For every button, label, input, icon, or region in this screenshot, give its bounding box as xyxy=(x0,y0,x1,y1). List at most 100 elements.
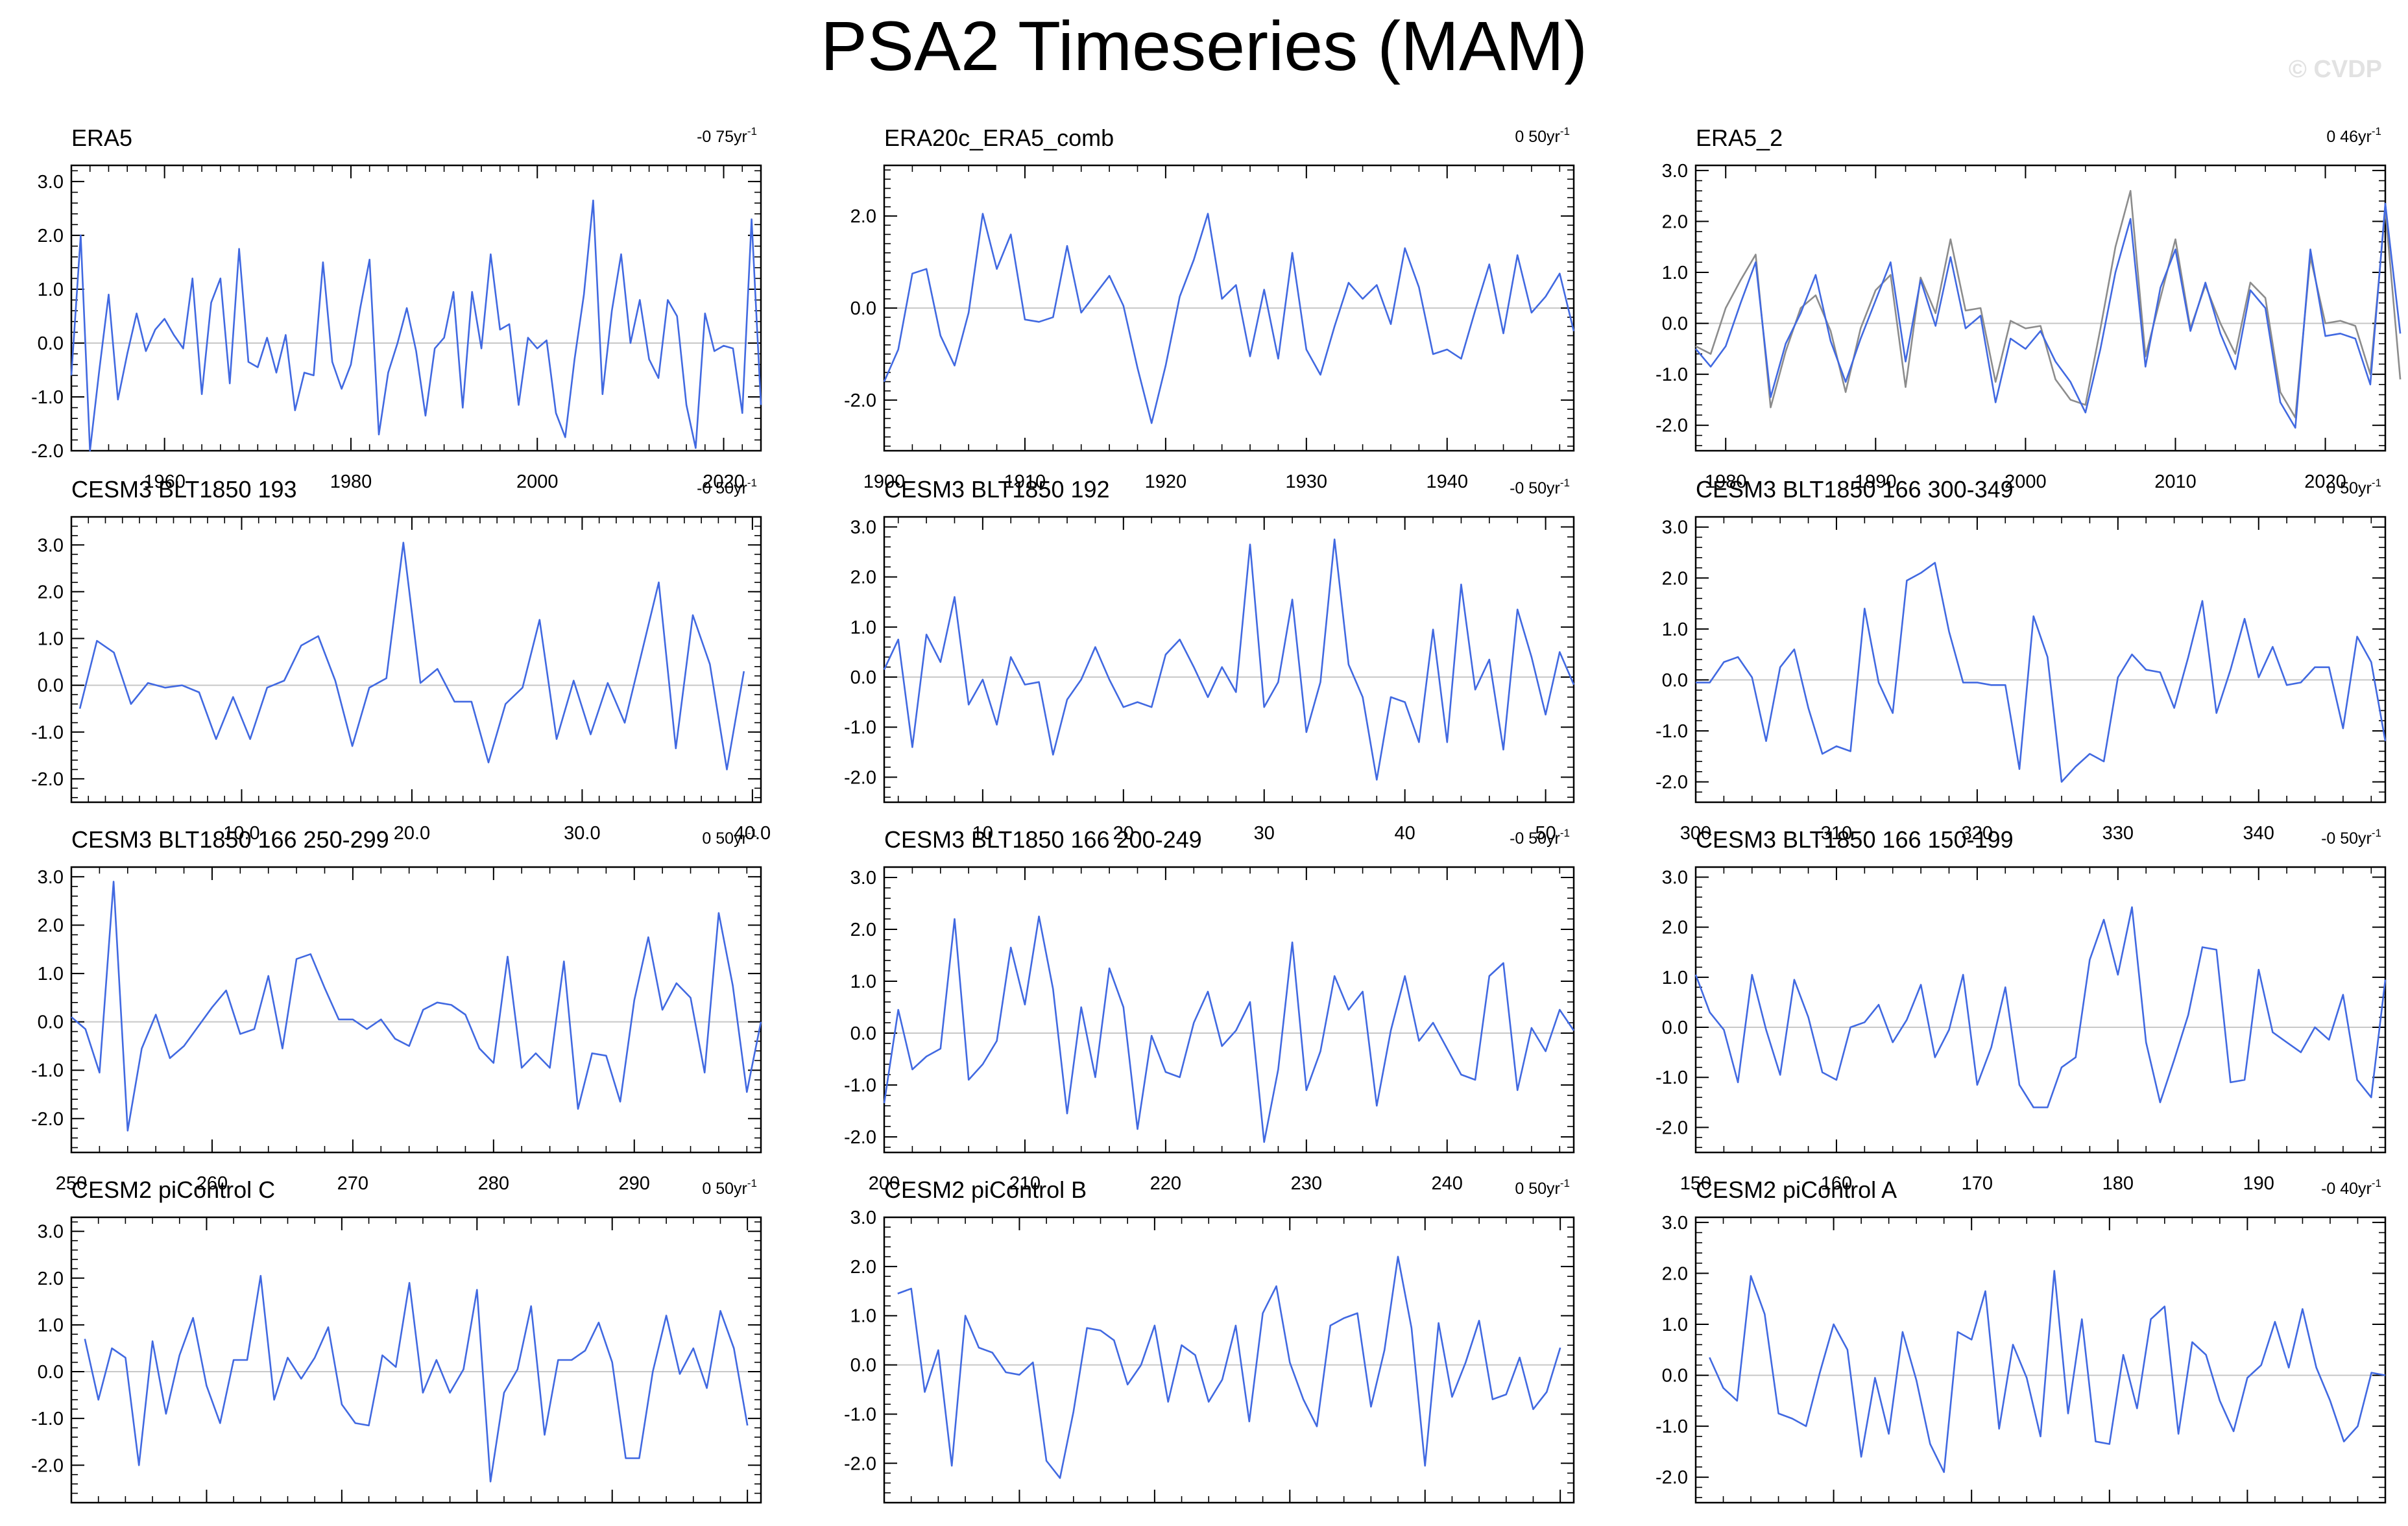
x-tick-label: 30 xyxy=(1254,823,1275,844)
chart-panel-10: 910 920 930 940 950 -2.0 -1.0 0.0 1.0 2.0 3.0 CESM2… xyxy=(844,1176,1576,1526)
y-tick-label: 3.0 xyxy=(1662,518,1688,538)
y-tick-label: -1.0 xyxy=(31,1060,64,1081)
y-tick-label: -1.0 xyxy=(1655,364,1688,385)
plot-frame xyxy=(1694,866,2387,1154)
series-line-0 xyxy=(883,538,1575,781)
plot-frame xyxy=(70,164,762,452)
y-tick-label: -2.0 xyxy=(1655,772,1688,793)
y-tick-label: 1.0 xyxy=(850,617,876,638)
y-tick-label: 2.0 xyxy=(38,582,64,602)
y-tick-label: -1.0 xyxy=(1655,1067,1688,1088)
plot-frame xyxy=(70,516,762,804)
chart-panel-5: 300 310 320 330 340 -2.0 -1.0 0.0 1.0 2.0 3.0 CESM3… xyxy=(1655,476,2387,844)
trend-label: -0 50yr-1 xyxy=(1510,827,1570,848)
trend-exponent: -1 xyxy=(2372,125,2381,137)
y-tick-label: 2.0 xyxy=(850,567,876,588)
y-tick-label: -2.0 xyxy=(844,390,876,411)
x-tick-label: 1980 xyxy=(1705,471,1747,492)
y-tick-label: -2.0 xyxy=(1655,416,1688,436)
x-tick-label: 250 xyxy=(56,1173,87,1194)
trend-value: 0 50yr xyxy=(1515,128,1559,146)
series-line-0 xyxy=(1694,906,2387,1108)
x-tick-label: 160 xyxy=(1821,1173,1852,1194)
trend-exponent: -1 xyxy=(1560,477,1570,489)
x-tick-label: 40.0 xyxy=(734,823,771,844)
chart-panel-11: 810 820 830 840 850 -2.0 -1.0 0.0 1.0 2.0 3.0 CESM2… xyxy=(1655,1176,2401,1526)
x-tick-label: 1030 xyxy=(456,1523,498,1526)
y-tick-label: -1.0 xyxy=(1655,1416,1688,1437)
x-tick-label: 930 xyxy=(1274,1523,1305,1526)
y-tick-label: 2.0 xyxy=(850,920,876,940)
y-tick-label: 1.0 xyxy=(1662,968,1688,988)
x-tick-label: 1960 xyxy=(143,471,186,492)
x-tick-label: 320 xyxy=(1962,823,1993,844)
x-tick-label: 2020 xyxy=(703,471,745,492)
trend-exponent: -1 xyxy=(2372,1177,2381,1189)
y-tick-label: 1.0 xyxy=(38,1315,64,1336)
y-tick-label: -2.0 xyxy=(844,1453,876,1474)
x-tick-label: 20.0 xyxy=(394,823,430,844)
x-tick-label: 1980 xyxy=(330,471,372,492)
x-tick-label: 200 xyxy=(869,1173,900,1194)
panel-title: ERA5_2 xyxy=(1696,125,1783,151)
y-tick-label: 1.0 xyxy=(1662,263,1688,283)
y-tick-label: -2.0 xyxy=(31,441,64,462)
x-tick-label: 260 xyxy=(197,1173,228,1194)
panel-title: CESM2 piControl C xyxy=(71,1176,275,1203)
y-tick-label: 0.0 xyxy=(38,1012,64,1033)
trend-exponent: -1 xyxy=(1560,1177,1570,1189)
panel-title: ERA20c_ERA5_comb xyxy=(884,125,1114,151)
y-tick-label: 2.0 xyxy=(850,206,876,227)
y-tick-label: 0.0 xyxy=(38,1362,64,1383)
chart-panel-6: 250 260 270 280 290 -2.0 -1.0 0.0 1.0 2.0 3.0 CESM3… xyxy=(31,826,762,1194)
panel-title: CESM3 BLT1850 166 200-249 xyxy=(884,826,1202,853)
y-tick-label: 2.0 xyxy=(38,226,64,246)
series-line-0 xyxy=(78,542,745,770)
panel-title: ERA5 xyxy=(71,125,132,151)
panel-title: CESM3 BLT1850 166 300-349 xyxy=(1696,476,2014,503)
x-tick-label: 50 xyxy=(1535,823,1556,844)
trend-label: 0 50yr-1 xyxy=(1515,1177,1570,1198)
y-tick-label: 2.0 xyxy=(38,915,64,936)
series-line-0 xyxy=(1709,1270,2386,1473)
x-tick-label: 280 xyxy=(478,1173,509,1194)
y-tick-label: -1.0 xyxy=(844,1404,876,1425)
series-line-0 xyxy=(883,915,1575,1143)
plot-frame xyxy=(70,1216,762,1504)
x-tick-label: 1920 xyxy=(1145,471,1187,492)
panel-title: CESM3 BLT1850 166 150-199 xyxy=(1696,826,2014,853)
x-tick-label: 1910 xyxy=(1004,471,1046,492)
trend-value: 0 50yr xyxy=(702,1180,747,1198)
y-tick-label: -1.0 xyxy=(1655,721,1688,742)
x-tick-label: 190 xyxy=(2243,1173,2274,1194)
y-tick-label: 3.0 xyxy=(850,868,876,888)
y-tick-label: 0.0 xyxy=(1662,1018,1688,1038)
y-tick-label: 2.0 xyxy=(850,1257,876,1278)
trend-value: 0 50yr xyxy=(702,829,747,848)
trend-label: -0 75yr-1 xyxy=(697,125,757,146)
panel-title: CESM2 piControl B xyxy=(884,1176,1087,1203)
series-line-0 xyxy=(897,1256,1561,1479)
x-tick-label: 20 xyxy=(1113,823,1134,844)
y-tick-label: -1.0 xyxy=(31,1409,64,1429)
trend-value: 0 50yr xyxy=(1515,1180,1559,1198)
x-tick-label: 1010 xyxy=(186,1523,228,1526)
trend-exponent: -1 xyxy=(1560,827,1570,839)
series-line-0 xyxy=(71,881,762,1132)
trend-label: -0 40yr-1 xyxy=(2321,1177,2381,1198)
series-line-0 xyxy=(1695,202,2402,429)
y-tick-label: 0.0 xyxy=(850,667,876,688)
trend-label: 0 50yr-1 xyxy=(2326,477,2381,497)
y-tick-label: 3.0 xyxy=(38,1222,64,1243)
x-tick-label: 290 xyxy=(619,1173,650,1194)
y-tick-label: 0.0 xyxy=(1662,670,1688,691)
y-tick-label: 3.0 xyxy=(850,1208,876,1228)
y-tick-label: 0.0 xyxy=(38,333,64,354)
y-tick-label: 0.0 xyxy=(38,676,64,697)
series-line-0 xyxy=(84,1274,749,1483)
x-tick-label: 300 xyxy=(1680,823,1711,844)
y-tick-label: 1.0 xyxy=(1662,619,1688,640)
trend-label: 0 50yr-1 xyxy=(702,827,757,848)
trend-value: -0 50yr xyxy=(1510,479,1560,497)
